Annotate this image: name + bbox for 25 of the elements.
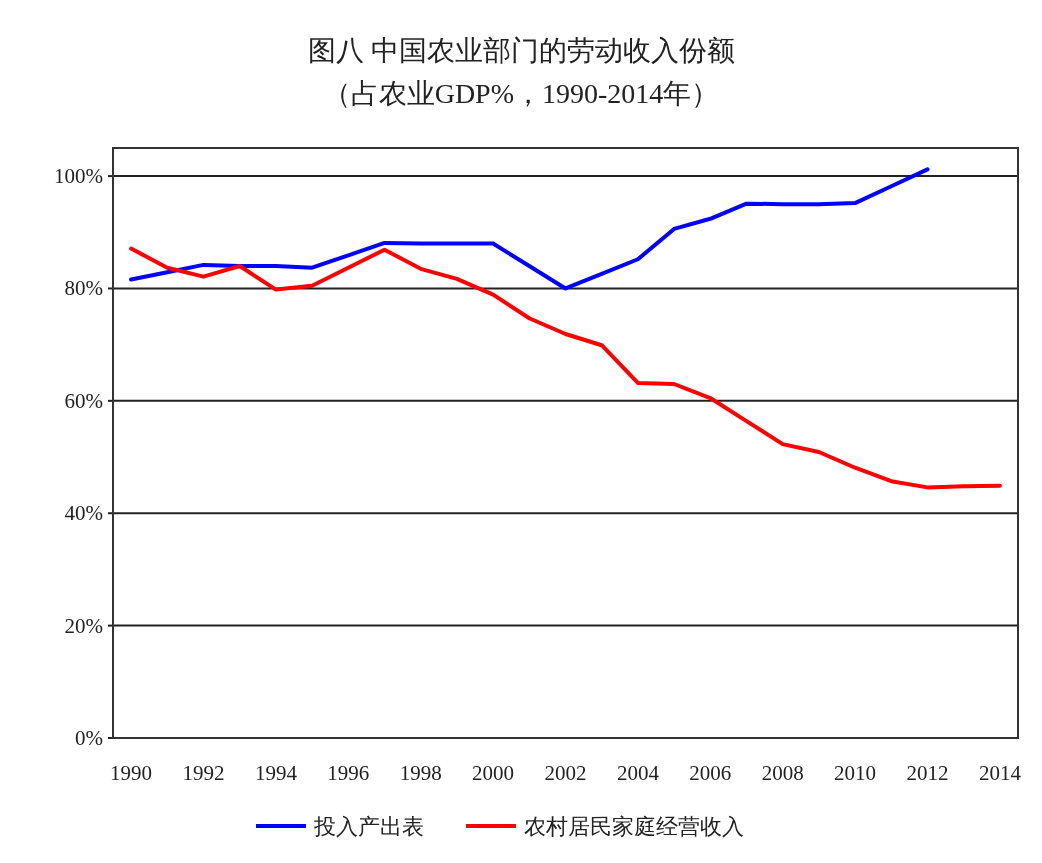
y-tick-label: 0% [75,726,103,750]
x-tick-label: 2010 [834,761,877,785]
x-tick-label: 2008 [761,761,804,785]
x-tick-label: 1992 [182,761,225,785]
legend-label: 投入产出表 [313,814,424,839]
x-tick-label: 1998 [399,761,442,785]
y-tick-label: 80% [64,276,103,301]
x-tick-label: 2014 [978,761,1022,785]
y-tick-label: 40% [64,501,103,526]
legend-label: 农村居民家庭经营收入 [524,814,744,839]
x-tick-label: 1996 [327,761,370,785]
y-tick-label: 20% [64,613,103,638]
x-tick-label: 2004 [616,761,660,785]
line-series [129,167,930,291]
chart-subtitle: （占农业GDP%，1990-2014年） [322,78,720,109]
x-tick-label: 2012 [906,761,949,785]
x-tick-label: 2000 [472,761,515,785]
line-series [129,246,1002,490]
x-tick-label: 2002 [544,761,587,785]
y-tick-label: 60% [64,388,103,413]
chart-title: 图八 中国农业部门的劳动收入份额 [307,35,735,66]
y-tick-label: 100% [54,164,103,189]
x-tick-label: 1994 [254,761,298,785]
x-tick-label: 1990 [110,761,153,785]
x-tick-label: 2006 [689,761,732,785]
